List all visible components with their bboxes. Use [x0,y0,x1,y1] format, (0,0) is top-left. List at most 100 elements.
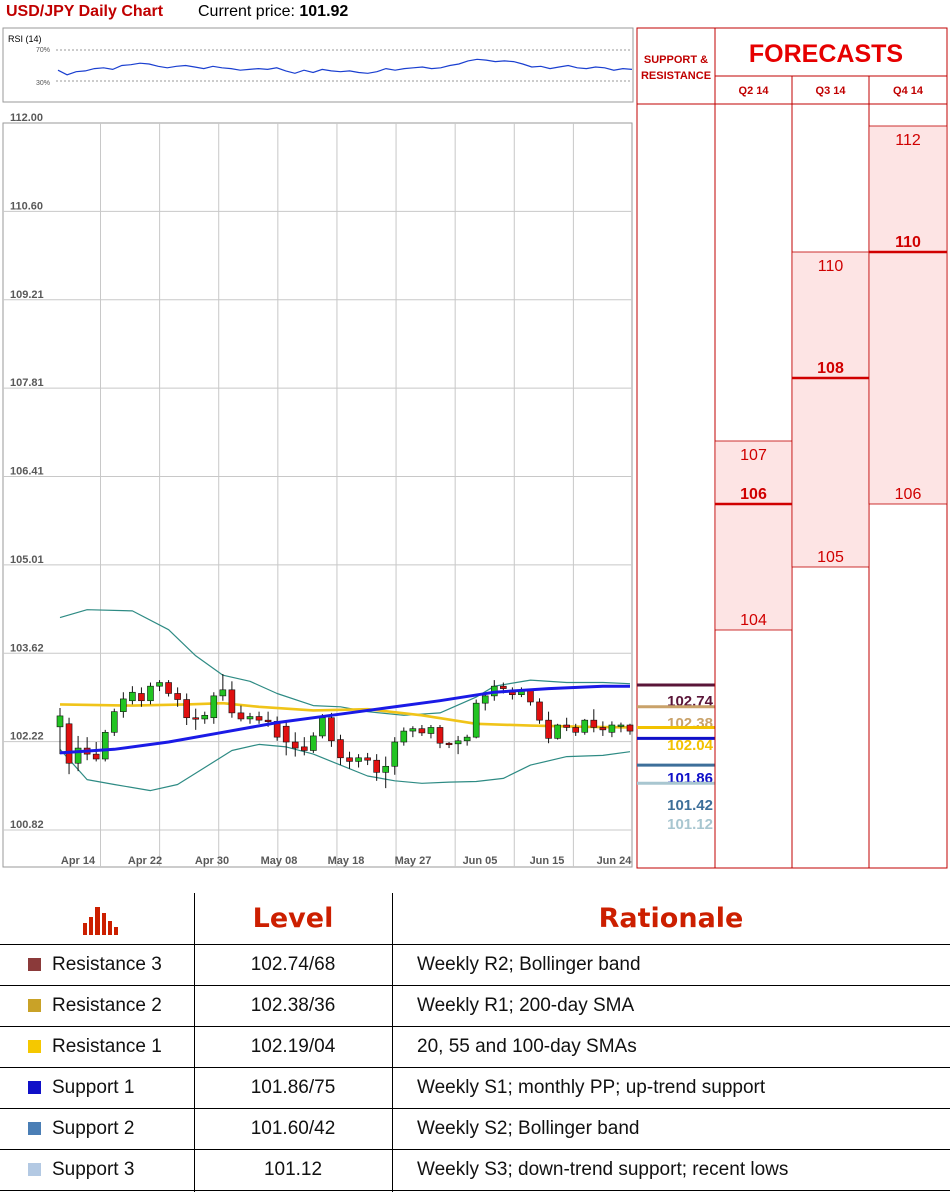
candle-body [174,693,181,700]
candle-body [255,716,263,721]
candle-body [373,759,380,773]
rsi-level-label: 70% [36,47,50,54]
y-axis-tick-label: 105.01 [10,554,44,566]
forecast-range-band [868,125,948,505]
candle-body [310,735,317,751]
table-rule [0,1067,950,1068]
current-price: Current price: 101.92 [198,3,348,21]
candle-body [445,742,453,746]
bollinger-upper-line [59,609,631,716]
candle-body [391,741,399,767]
candle-body [536,701,543,721]
level-name: Resistance 3 [52,954,162,975]
candle-body [291,741,299,749]
candle-body [563,724,570,728]
sr-level-label: 102.04 [667,737,714,754]
level-header: Level [252,903,334,934]
candle-body [454,740,462,745]
level-rationale: Weekly S1; monthly PP; up-trend support [417,1077,766,1098]
candle-body [500,685,507,689]
x-axis-tick-label: Apr 14 [61,855,96,867]
candle-body [138,693,145,702]
candle-body [56,715,64,728]
x-axis-tick-label: May 08 [261,855,298,867]
forecast-range-band [791,251,870,568]
y-axis-tick-label: 106.41 [10,466,44,478]
y-axis-tick-label: 109.21 [10,289,44,301]
candle-body [192,717,200,720]
level-rationale: Weekly R2; Bollinger band [417,954,641,975]
x-axis-tick-label: Jun 24 [597,855,633,867]
chart-title: USD/JPY Daily Chart [6,3,164,20]
table-rule [0,985,950,986]
forecast-mid-label: 108 [817,360,844,377]
candle-body [427,727,435,734]
level-name: Resistance 2 [52,995,162,1016]
rsi-level-label: 30% [36,80,50,87]
candle-body [319,717,326,737]
candle-body [481,695,489,704]
candle-body [264,719,272,722]
candle-body [210,695,218,719]
level-value: 101.86/75 [250,1077,336,1098]
candle-body [328,717,335,742]
forecast-range-band [714,440,793,631]
candle-body [472,702,480,738]
candle-body [165,682,172,694]
sr-level-label: 101.42 [667,797,713,814]
candle-body [545,719,552,739]
table-rule [0,1149,950,1150]
candle-body [120,698,127,712]
candle-body [129,691,136,702]
x-axis-tick-label: Apr 30 [195,855,229,867]
candle-body [110,711,118,733]
y-axis-tick-label: 100.82 [10,819,44,831]
bollinger-lower-line [59,743,631,792]
sr-header-line1: SUPPORT & [644,54,708,66]
x-axis-tick-label: Jun 15 [530,855,565,867]
chart-area: RSI (14) 70% 30% 112.00 110.60 109.21 107.81 10… [2,27,948,869]
legend-swatch [28,1122,41,1135]
candle-body [237,712,245,720]
candle-body [590,719,598,728]
candle-body [92,753,100,760]
table-row: Resistance 2 102.38/36 Weekly R1; 200-day … [0,985,950,1026]
legend-swatch [28,1081,41,1094]
legend-swatch [28,958,41,971]
table-rule [0,1190,950,1191]
level-rationale: Weekly S2; Bollinger band [417,1118,640,1139]
candle-body [228,689,236,714]
candle-body [282,725,290,743]
sr-level-label: 101.12 [667,816,713,833]
forecast-quarter-label: Q3 14 [816,85,847,97]
candle-body [364,757,371,761]
candle-body [355,757,362,762]
candle-body [183,699,190,719]
rsi-series-line [57,58,633,76]
legend-swatch [28,999,41,1012]
table-divider [392,893,393,1192]
forecast-quarter-label: Q4 14 [893,85,924,97]
sr-header-line2: RESISTANCE [641,70,711,82]
x-axis-tick-label: May 27 [395,855,432,867]
table-row: Resistance 1 102.19/04 20, 55 and 100-day … [0,1026,950,1067]
candle-body [463,736,471,742]
table-row: Support 3 101.12 Weekly S3; down-trend sup… [0,1149,950,1190]
level-value: 101.12 [263,1159,323,1180]
forecast-quarter-label: Q2 14 [739,85,770,97]
candle-body [101,731,109,760]
y-axis-tick-label: 102.22 [10,731,44,743]
candle-body [382,765,390,773]
candle-body [346,757,353,762]
current-price-label: Current price: [198,3,295,20]
candle-body [156,682,163,687]
candle-body [599,727,607,731]
candle-body [554,724,561,739]
candle-body [572,727,580,733]
candle-body [608,724,616,733]
level-rationale: Weekly R1; 200-day SMA [417,995,635,1016]
level-name: Resistance 1 [52,1036,162,1057]
table-row: Support 2 101.60/42 Weekly S2; Bollinger b… [0,1108,950,1149]
candle-body [201,715,209,720]
forecast-high-label: 112 [895,132,921,149]
